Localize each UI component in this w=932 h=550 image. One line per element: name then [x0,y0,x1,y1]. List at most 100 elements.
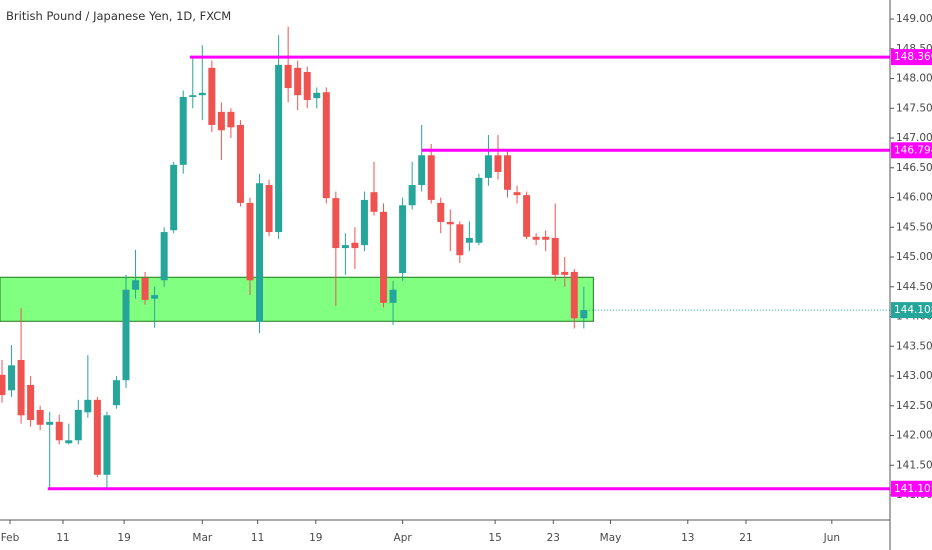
candle-body [561,271,569,275]
candle-body [160,232,168,281]
y-tick-label: 148.000 [896,73,932,85]
level-tag [891,49,932,66]
current-price-label: 144.108 [894,304,932,316]
level-tag [891,142,932,159]
candle-body [465,237,473,243]
candle-body [132,280,140,290]
y-tick-label: 143.000 [896,370,932,382]
candle-body [36,409,44,425]
candle-body [265,185,273,233]
candle-body [294,67,302,96]
y-tick-label: 146.500 [896,162,932,174]
candle-body [313,92,321,99]
candle-body [322,92,330,199]
candle-body [284,64,292,89]
level-label: 141.105 [894,483,932,495]
x-tick-label: Jun [823,532,840,544]
candle-body [84,399,92,413]
candle-body [513,192,521,196]
candle-body [46,421,54,425]
candle-body [208,67,216,125]
candle-body [141,277,149,300]
candle-body [504,155,512,190]
candle-body [93,399,101,475]
candle-body [217,111,225,131]
candle-body [370,192,378,212]
candle-body [246,202,254,281]
candle-body [360,199,368,246]
candle-body [8,365,16,391]
x-tick-label: 11 [251,532,264,544]
candle-body [303,71,311,100]
y-tick-label: 145.000 [896,251,932,263]
candle-body [542,236,550,240]
candle-body [74,409,82,441]
candle-body [399,205,407,274]
candle-body [198,92,206,96]
candle-body [456,224,464,256]
x-tick-label: 23 [547,532,560,544]
candle-body [256,183,264,322]
x-tick-label: 21 [739,532,752,544]
y-tick-label: 142.000 [896,430,932,442]
candle-body [170,164,178,231]
candle-body [351,242,359,249]
support-zone [0,276,594,322]
chart-title: British Pound / Japanese Yen, 1D, FXCM [6,9,231,23]
candle-body [523,195,531,237]
candle-body [389,289,397,303]
candle-body [0,374,6,396]
y-tick-label: 141.500 [896,459,932,471]
candle-body [570,271,578,319]
candle-body [494,155,502,172]
candle-body [484,155,492,178]
x-tick-label: Apr [394,532,413,544]
candle-body [112,380,120,406]
candle-body [437,202,445,222]
y-tick-label: 147.000 [896,132,932,144]
candle-body [418,155,426,186]
candle-body [446,221,454,225]
current-price-tag [891,302,932,319]
x-tick-label: Feb [1,532,20,544]
x-tick-label: 13 [681,532,694,544]
y-tick-label: 149.000 [896,13,932,25]
candle-body [122,289,130,381]
candle-body [475,177,483,243]
candle-body [380,211,388,303]
candle-body [275,64,283,233]
candle-body [236,124,244,203]
candle-body [189,95,197,97]
x-tick-label: 19 [309,532,322,544]
candle-body [532,236,540,240]
level-label: 146.794 [894,144,932,156]
x-tick-label: 11 [56,532,69,544]
level-tag [891,480,932,497]
y-tick-label: 142.500 [896,400,932,412]
candle-body [65,440,73,444]
y-tick-label: 145.500 [896,221,932,233]
candle-body [55,421,63,441]
plot-area [0,26,890,491]
candle-body [103,415,111,475]
candle-body [227,111,235,128]
y-tick-label: 143.500 [896,340,932,352]
candle-body [179,96,187,165]
y-tick-label: 144.500 [896,281,932,293]
x-tick-label: May [600,532,622,544]
candle-body [341,245,349,249]
candle-body [332,198,340,249]
candle-body [17,359,25,416]
candle-body [408,185,416,206]
candle-body [427,155,435,200]
x-tick-label: 15 [488,532,501,544]
x-tick-label: 19 [117,532,130,544]
y-tick-label: 147.500 [896,102,932,114]
candle-body [151,295,159,299]
y-tick-label: 146.000 [896,192,932,204]
x-tick-label: Mar [192,532,212,544]
candle-body [27,384,35,421]
level-label: 148.360 [894,51,932,63]
